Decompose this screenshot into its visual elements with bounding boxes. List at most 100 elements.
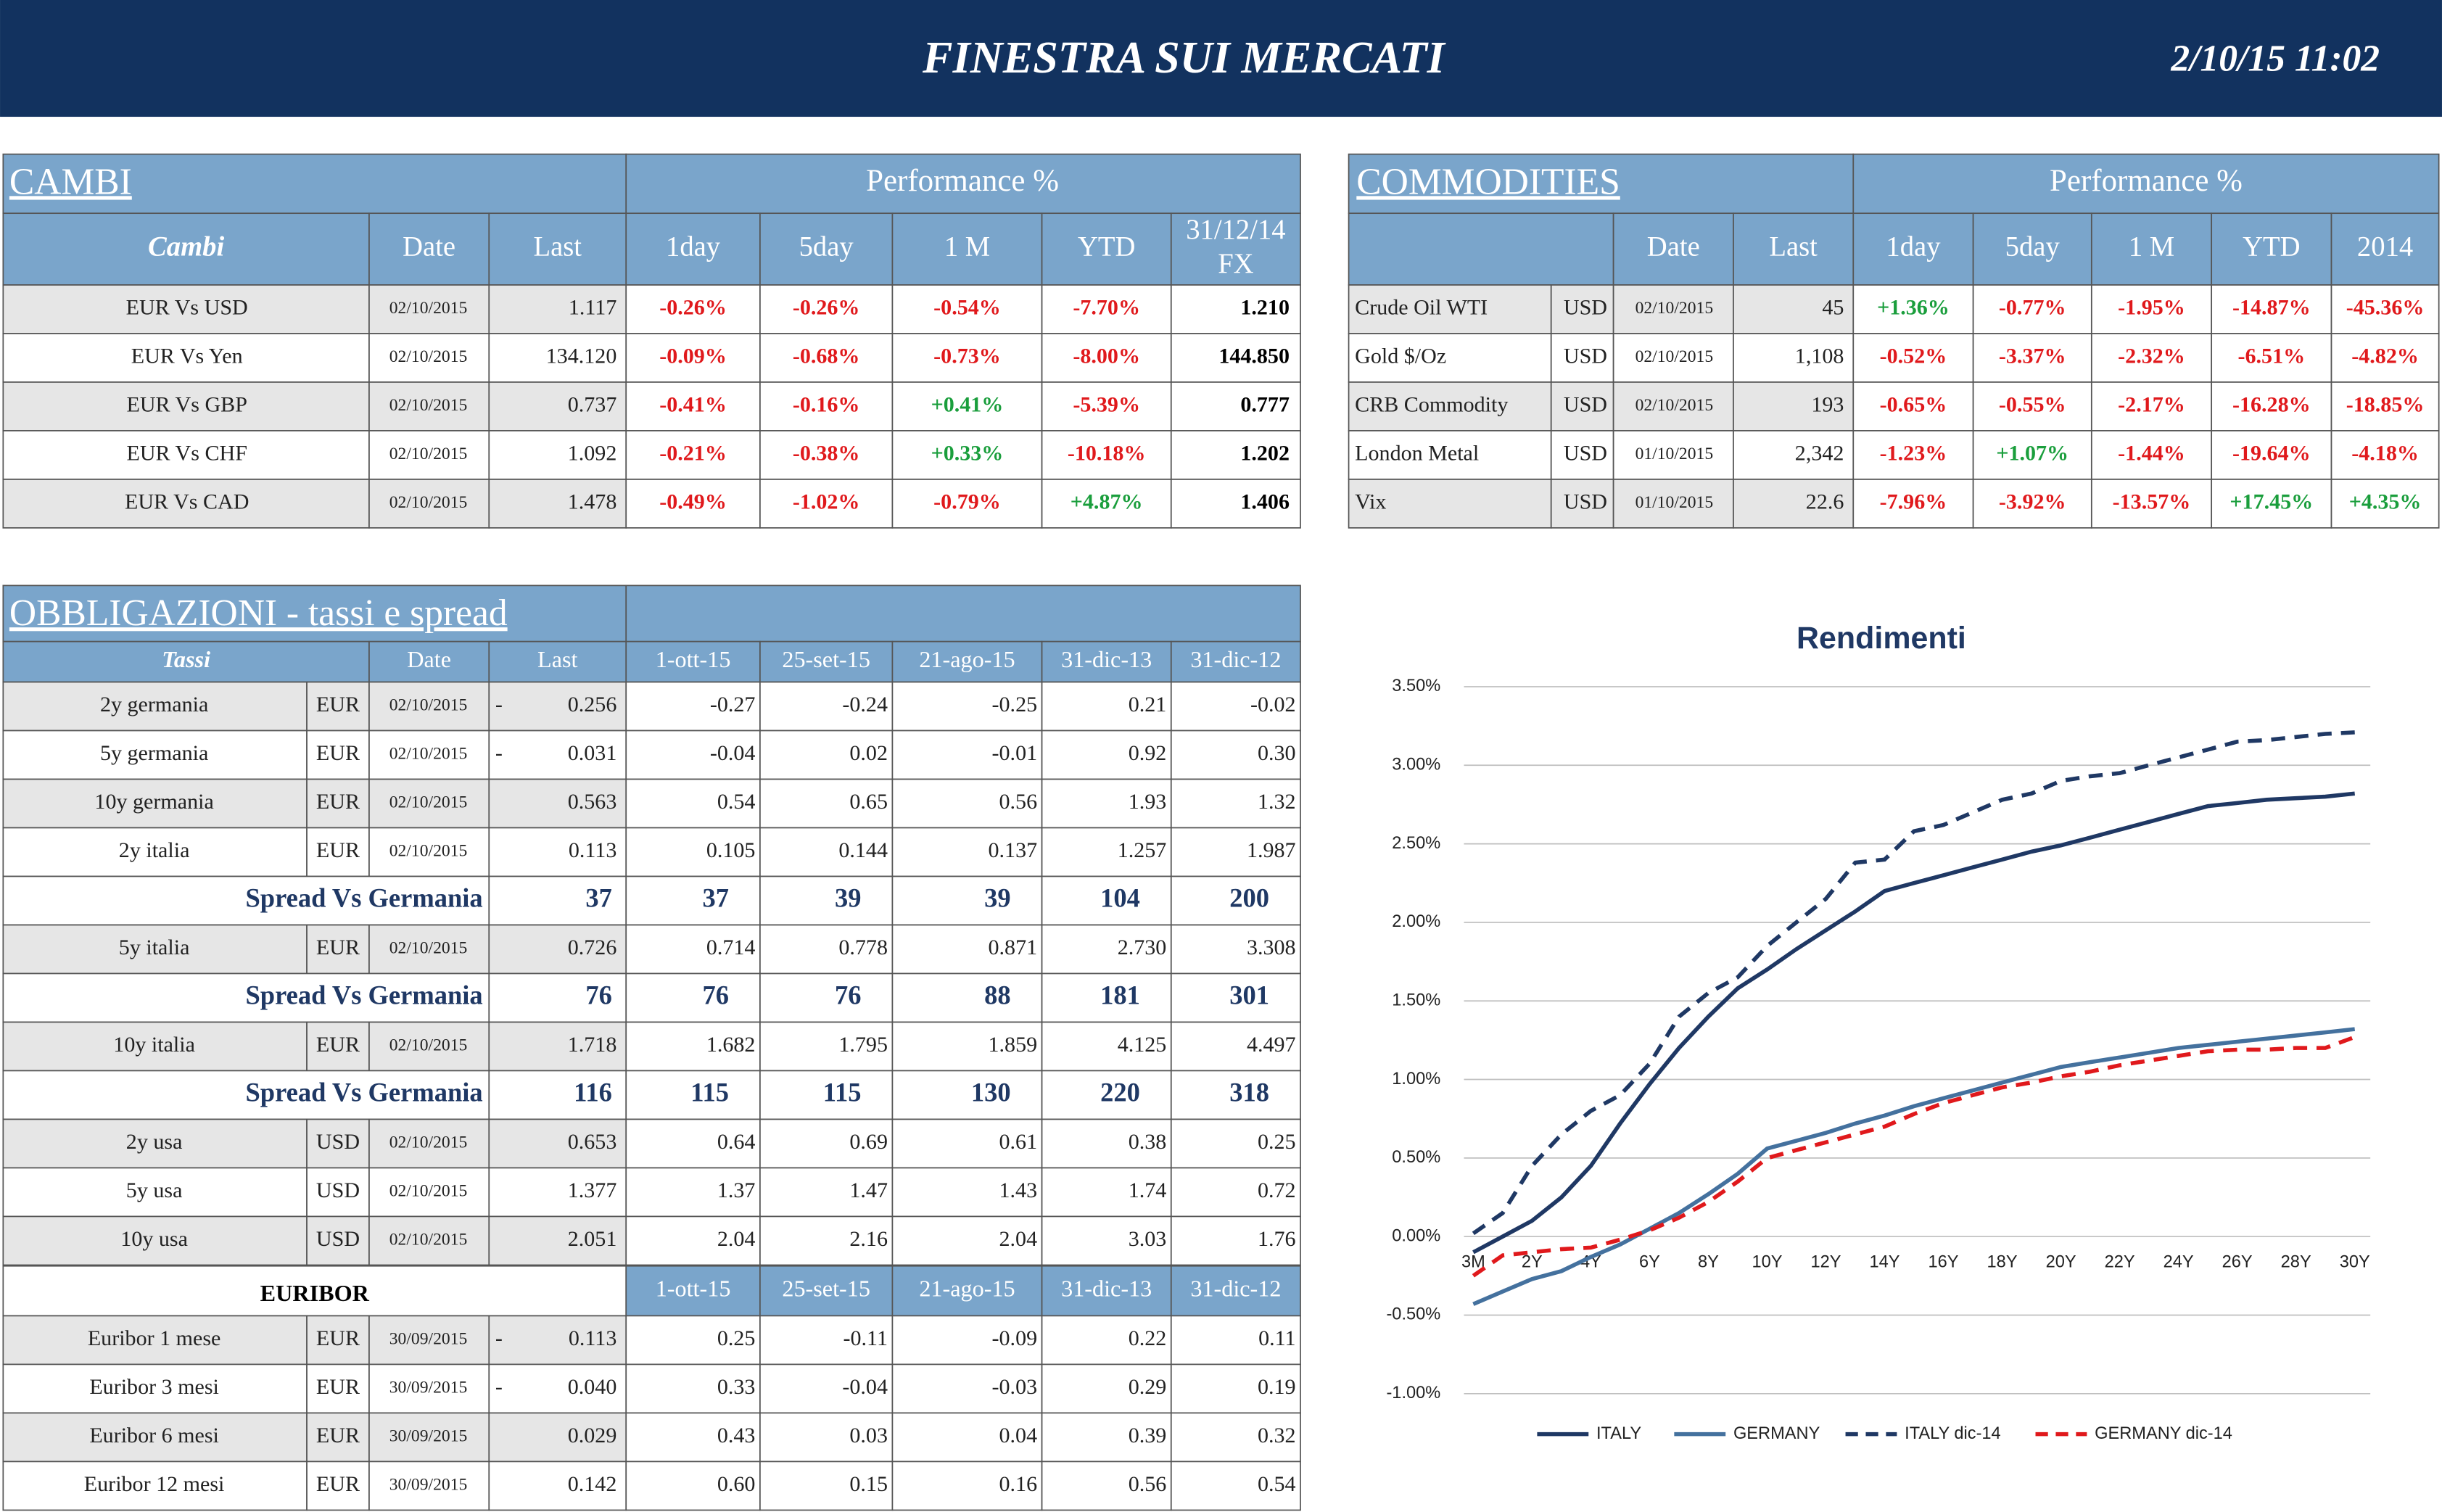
cell-text: -10.18% bbox=[1068, 440, 1146, 465]
cell bbox=[306, 1315, 370, 1366]
cell bbox=[368, 827, 490, 877]
cell-text: 2y germania bbox=[100, 692, 208, 716]
cell bbox=[2, 1315, 308, 1366]
cell bbox=[1550, 284, 1614, 334]
cell bbox=[2330, 284, 2440, 334]
series-line bbox=[1472, 1035, 2356, 1278]
cell-text: Euribor 6 mesi bbox=[89, 1423, 219, 1447]
cell bbox=[2, 430, 370, 480]
cell bbox=[2211, 212, 2332, 286]
cell-text: 76 bbox=[835, 980, 862, 1009]
cell bbox=[2, 333, 370, 383]
cell bbox=[1852, 479, 1974, 529]
cell-text: 0.113 bbox=[569, 1326, 617, 1350]
cell-text: 02/10/2015 bbox=[389, 1036, 468, 1054]
cell bbox=[1041, 212, 1172, 286]
cell bbox=[368, 381, 490, 431]
cell-text: 88 bbox=[984, 980, 1010, 1009]
cell-text: -0.73% bbox=[933, 343, 1001, 368]
cell-text: 02/10/2015 bbox=[389, 445, 468, 463]
cell bbox=[488, 924, 627, 975]
cell bbox=[2, 1461, 308, 1511]
cell bbox=[891, 875, 1043, 926]
cell-text: -19.64% bbox=[2232, 440, 2311, 465]
cell bbox=[1972, 479, 2092, 529]
cell bbox=[1348, 381, 1552, 431]
series-line bbox=[1472, 791, 2356, 1255]
cell bbox=[2330, 430, 2440, 480]
cell bbox=[625, 153, 1301, 215]
cell-text: -2.32% bbox=[2118, 343, 2185, 368]
cell bbox=[1972, 430, 2092, 480]
cell bbox=[759, 1070, 894, 1120]
cell bbox=[1170, 640, 1301, 683]
y-tick-label: -0.50% bbox=[1386, 1305, 1440, 1324]
y-tick-label: 2.00% bbox=[1392, 912, 1440, 931]
table-title: EURIBOR bbox=[260, 1280, 370, 1306]
cell bbox=[625, 584, 1301, 643]
cell bbox=[488, 1363, 627, 1414]
cell bbox=[625, 479, 761, 529]
cell-text: -0.25 bbox=[992, 692, 1038, 716]
cell-text: -3.92% bbox=[1999, 489, 2066, 513]
cell bbox=[891, 479, 1043, 529]
cell bbox=[2, 284, 370, 334]
cell-text: -1.02% bbox=[793, 489, 860, 513]
cell-text: 0.64 bbox=[717, 1129, 756, 1154]
cell-text: 76 bbox=[585, 980, 612, 1009]
cell-text: 76 bbox=[702, 980, 729, 1009]
cell-text: 1.117 bbox=[569, 294, 617, 319]
cell bbox=[1852, 212, 1974, 286]
datetime: 2/10/15 11:02 bbox=[2170, 38, 2380, 80]
cell-text: 2y usa bbox=[126, 1129, 183, 1154]
cell-text: -0.65% bbox=[1880, 392, 1947, 416]
cell-text: 2y italia bbox=[119, 838, 190, 862]
cell bbox=[759, 1461, 894, 1511]
cell-text: EUR Vs USD bbox=[126, 294, 248, 319]
cell-text: 0.56 bbox=[1129, 1471, 1167, 1496]
cell bbox=[1550, 430, 1614, 480]
cell bbox=[891, 1021, 1043, 1072]
cell-text: 2.730 bbox=[1118, 935, 1167, 959]
cell bbox=[1041, 284, 1172, 334]
cell bbox=[368, 479, 490, 529]
cell bbox=[488, 1315, 627, 1366]
cell-text: USD bbox=[316, 1226, 360, 1251]
cell-text: 3.308 bbox=[1247, 935, 1296, 959]
cell-text: 1.202 bbox=[1240, 440, 1290, 465]
cell-text: 02/10/2015 bbox=[389, 1181, 468, 1200]
cell bbox=[1972, 212, 2092, 286]
cell bbox=[759, 1021, 894, 1072]
cell bbox=[2090, 333, 2213, 383]
cell-text: 10y italia bbox=[113, 1032, 195, 1057]
y-tick-label: 2.50% bbox=[1392, 834, 1440, 853]
cell-text: 0.137 bbox=[989, 838, 1038, 862]
cell bbox=[368, 1363, 490, 1414]
cell bbox=[1170, 212, 1301, 286]
cell bbox=[1041, 1412, 1172, 1463]
cell bbox=[488, 1021, 627, 1072]
cell bbox=[1733, 479, 1855, 529]
cell-text: -0.03 bbox=[992, 1374, 1038, 1399]
cell-text: 0.040 bbox=[568, 1374, 617, 1399]
cell-text: 0.02 bbox=[849, 740, 888, 765]
y-tick-label: -1.00% bbox=[1386, 1384, 1440, 1402]
cell-text: -5.39% bbox=[1073, 392, 1140, 416]
cell bbox=[1972, 333, 2092, 383]
cell-text: 02/10/2015 bbox=[389, 1230, 468, 1249]
column-header: Date bbox=[407, 646, 451, 672]
row-label: Spread Vs Germania bbox=[246, 980, 483, 1009]
x-tick-label: 8Y bbox=[1698, 1253, 1719, 1272]
cell bbox=[2, 730, 308, 780]
cell-text: EUR bbox=[316, 1423, 360, 1447]
cell-text: - bbox=[495, 692, 503, 716]
cell-text: CRB Commodity bbox=[1355, 392, 1508, 416]
cell-text: +4.35% bbox=[2349, 489, 2422, 513]
cell-text: 0.029 bbox=[568, 1423, 617, 1447]
cell-text: - bbox=[495, 740, 503, 765]
cell bbox=[2, 1167, 308, 1218]
table-title: OBBLIGAZIONI - tassi e spread bbox=[9, 592, 508, 634]
cell bbox=[891, 284, 1043, 334]
column-header: Tassi bbox=[162, 646, 210, 672]
cell bbox=[891, 1215, 1043, 1266]
